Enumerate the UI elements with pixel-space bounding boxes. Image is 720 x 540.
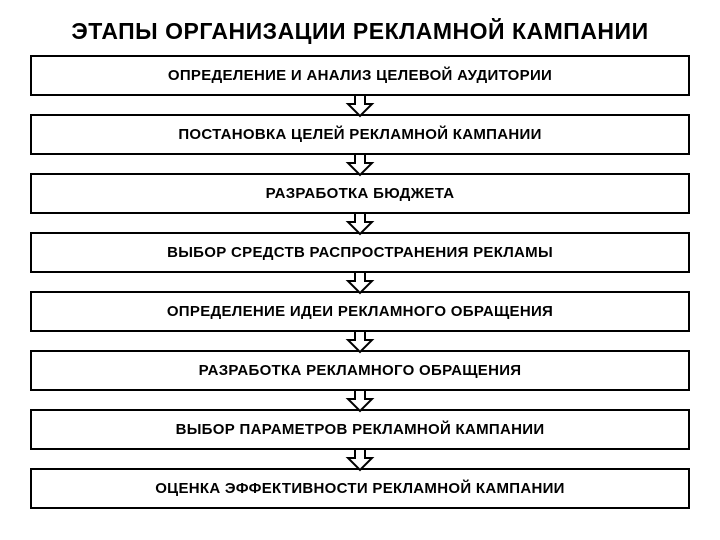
step-box-3: РАЗРАБОТКА БЮДЖЕТА (30, 173, 690, 214)
flowchart-container: ОПРЕДЕЛЕНИЕ И АНАЛИЗ ЦЕЛЕВОЙ АУДИТОРИИ П… (30, 55, 690, 530)
diagram-title: ЭТАПЫ ОРГАНИЗАЦИИ РЕКЛАМНОЙ КАМПАНИИ (30, 18, 690, 45)
step-box-7: ВЫБОР ПАРАМЕТРОВ РЕКЛАМНОЙ КАМПАНИИ (30, 409, 690, 450)
arrow-down-icon (30, 153, 690, 175)
arrow-down-icon (30, 94, 690, 116)
arrow-down-icon (30, 448, 690, 470)
step-box-5: ОПРЕДЕЛЕНИЕ ИДЕИ РЕКЛАМНОГО ОБРАЩЕНИЯ (30, 291, 690, 332)
step-box-8: ОЦЕНКА ЭФФЕКТИВНОСТИ РЕКЛАМНОЙ КАМПАНИИ (30, 468, 690, 509)
arrow-down-icon (30, 389, 690, 411)
step-box-1: ОПРЕДЕЛЕНИЕ И АНАЛИЗ ЦЕЛЕВОЙ АУДИТОРИИ (30, 55, 690, 96)
step-box-2: ПОСТАНОВКА ЦЕЛЕЙ РЕКЛАМНОЙ КАМПАНИИ (30, 114, 690, 155)
step-box-6: РАЗРАБОТКА РЕКЛАМНОГО ОБРАЩЕНИЯ (30, 350, 690, 391)
arrow-down-icon (30, 212, 690, 234)
arrow-down-icon (30, 330, 690, 352)
step-box-4: ВЫБОР СРЕДСТВ РАСПРОСТРАНЕНИЯ РЕКЛАМЫ (30, 232, 690, 273)
arrow-down-icon (30, 271, 690, 293)
